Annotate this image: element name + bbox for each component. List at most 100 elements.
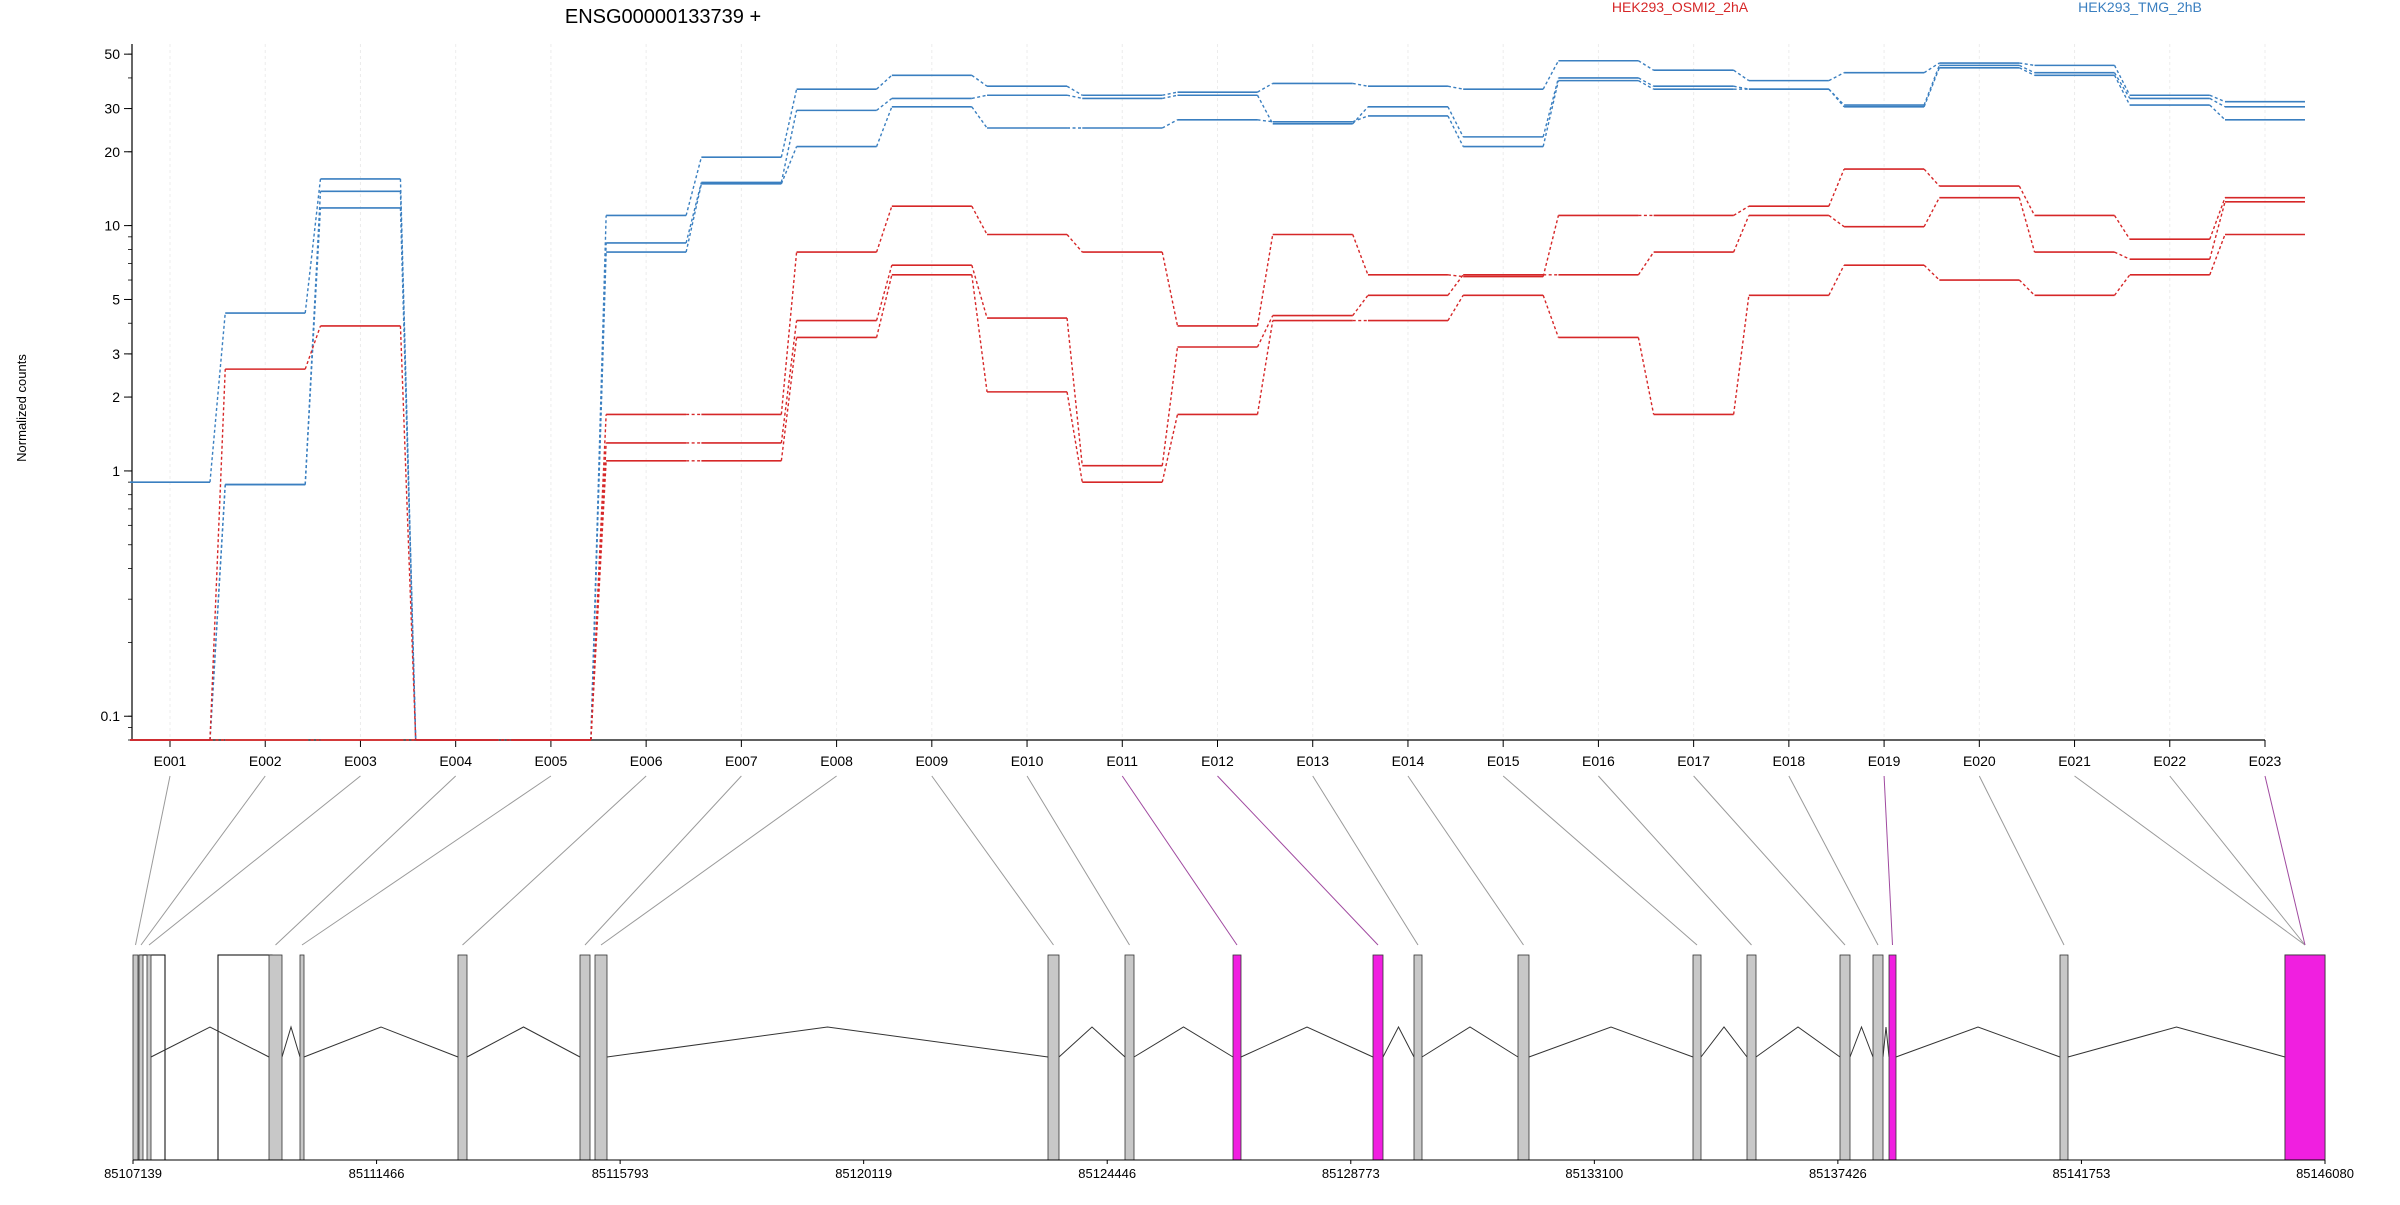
y-tick-label: 50 [104, 46, 120, 62]
intron-line [1133, 1026, 1234, 1058]
connector-e018 [1788, 775, 1879, 946]
data-connector [1637, 251, 1655, 276]
exon-box-e008 [594, 954, 608, 1161]
x-tick-label-e011: E011 [1106, 753, 1138, 769]
data-connector [2018, 279, 2036, 296]
data-connector [1352, 294, 1369, 316]
connector-e023 [2264, 775, 2306, 946]
data-connector [2209, 104, 2226, 121]
connector-e013 [1312, 775, 1419, 946]
connector-e005 [301, 775, 552, 946]
utr-box [217, 954, 273, 1161]
connector-e022 [2169, 775, 2306, 946]
data-connector [971, 74, 988, 87]
y-tick-label: 0.1 [101, 708, 121, 724]
grid-lines [169, 44, 2266, 740]
chart-title: ENSG00000133739 + [565, 6, 761, 28]
data-connector [780, 88, 798, 158]
exon-box-e005 [299, 954, 305, 1161]
x-tick-label-e008: E008 [820, 753, 853, 769]
intron-line [1895, 1026, 2061, 1058]
genomic-tick-label: 85141753 [2053, 1166, 2111, 1181]
axes: 0.1 1 2 3 5 10 20 30 50 E001 E002 E003 E004 E005 E006 E… [101, 44, 2282, 769]
data-connector [1066, 391, 1083, 483]
intron-line [1882, 1026, 1890, 1058]
connector-e007 [584, 775, 742, 946]
data-connector [685, 157, 703, 216]
legend-entry-tmg: HEK293_TMG_2hB [2078, 0, 2202, 15]
data-connector [971, 106, 988, 129]
data-connector [2019, 64, 2035, 74]
intron-line [466, 1026, 581, 1058]
data-connector [1352, 82, 1369, 87]
data-connector [1923, 62, 1940, 74]
exon-box-e019 [1888, 954, 1897, 1161]
data-connector [1638, 60, 1655, 71]
data-connector [2018, 197, 2036, 253]
y-tick-label: 10 [104, 218, 120, 234]
data-connector [1923, 197, 1940, 228]
data-connector [875, 106, 893, 147]
data-connector [1447, 274, 1464, 278]
exon-box-e013 [1413, 954, 1423, 1161]
data-connector [304, 178, 322, 314]
x-tick-label-e017: E017 [1677, 753, 1710, 769]
data-connector [1256, 320, 1274, 415]
data-connector [1828, 168, 1845, 207]
legend-entry-osmi: HEK293_OSMI2_2hA [1612, 0, 1749, 15]
data-connector [399, 207, 417, 741]
data-connector [1542, 295, 1560, 338]
data-connector [971, 94, 988, 100]
genomic-tick-label: 85115793 [592, 1166, 649, 1181]
genomic-tick-label: 85137426 [1809, 1166, 1867, 1181]
series-lines [130, 59, 2305, 741]
data-connector [2113, 72, 2131, 99]
data-connector [780, 146, 798, 185]
connector-e006 [462, 775, 647, 946]
exon-box-e004 [268, 954, 283, 1161]
connector-e004 [275, 775, 457, 946]
data-connector [2209, 201, 2226, 260]
data-connector [209, 369, 226, 741]
x-tick-label-e014: E014 [1392, 753, 1425, 769]
data-connector [2209, 97, 2226, 108]
data-connector [1447, 294, 1464, 321]
genomic-tick-label: 85133100 [1565, 1166, 1623, 1181]
data-connector [1162, 94, 1178, 100]
data-connector [780, 252, 798, 415]
exon-box-e020 [2059, 954, 2069, 1161]
data-connector [1256, 234, 1274, 327]
data-connector [2113, 215, 2131, 240]
data-connector [2018, 185, 2036, 216]
data-connector [1256, 315, 1274, 348]
data-connector [2113, 74, 2131, 106]
x-tick-label-e005: E005 [535, 753, 568, 769]
data-connector [1732, 295, 1750, 415]
data-connector [1447, 115, 1464, 147]
data-connector [1733, 69, 1750, 82]
x-tick-label-e006: E006 [630, 753, 663, 769]
exon-box-e018 [1872, 954, 1884, 1161]
data-connector [876, 74, 893, 90]
exon-box-e001 [132, 954, 139, 1161]
x-tick-label-e002: E002 [249, 753, 282, 769]
data-connector [209, 484, 226, 741]
data-connector [1638, 80, 1654, 90]
y-tick-label: 1 [112, 463, 120, 479]
y-tick-label: 5 [112, 291, 120, 307]
connector-e012 [1217, 775, 1379, 946]
data-connector [1637, 337, 1655, 415]
x-tick-label-e016: E016 [1582, 753, 1615, 769]
data-connector [1828, 88, 1845, 108]
x-tick-label-e003: E003 [344, 753, 377, 769]
connector-e002 [140, 775, 266, 946]
x-tick-label-e021: E021 [2058, 753, 2091, 769]
y-tick-label: 20 [104, 144, 120, 160]
intron-line [281, 1025, 301, 1058]
x-tick-label-e022: E022 [2153, 753, 2186, 769]
exon-box-e017 [1839, 954, 1851, 1161]
x-tick-label-e007: E007 [725, 753, 758, 769]
intron-line [303, 1026, 459, 1058]
data-connector [1923, 65, 1940, 106]
